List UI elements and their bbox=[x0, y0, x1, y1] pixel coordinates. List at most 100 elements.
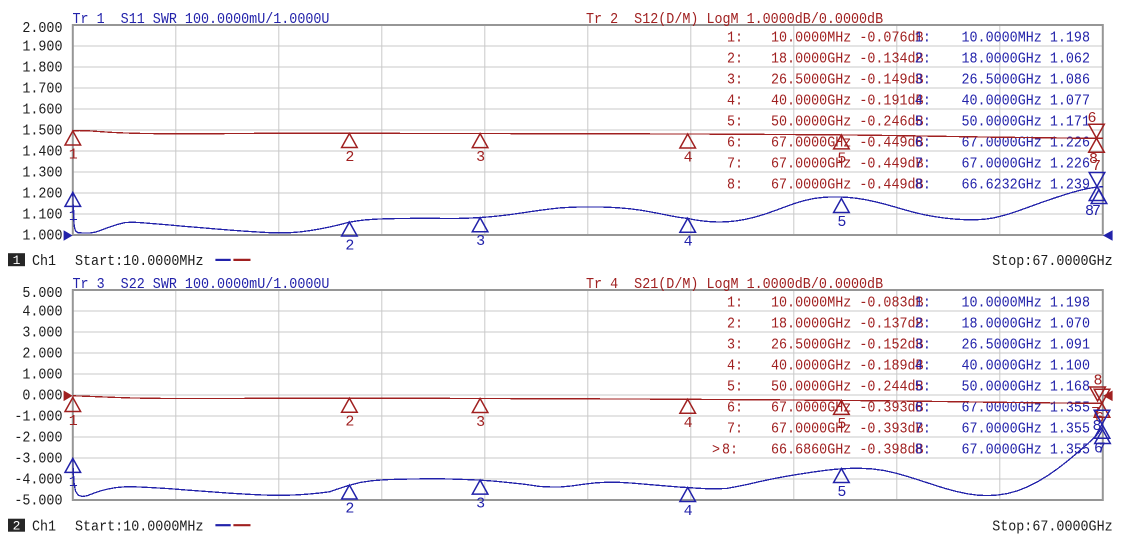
svg-text:6:: 6: bbox=[915, 400, 931, 417]
svg-text:10.0000MHz -0.076dB: 10.0000MHz -0.076dB bbox=[771, 30, 924, 47]
svg-text:1:: 1: bbox=[727, 30, 743, 47]
svg-text:66.6232GHz 1.239: 66.6232GHz 1.239 bbox=[962, 177, 1090, 194]
svg-text:-3.000: -3.000 bbox=[14, 451, 62, 468]
svg-text:5:: 5: bbox=[915, 379, 931, 396]
svg-text:6:: 6: bbox=[727, 135, 743, 152]
svg-text:10.0000MHz 1.198: 10.0000MHz 1.198 bbox=[962, 30, 1090, 47]
svg-text:40.0000GHz 1.077: 40.0000GHz 1.077 bbox=[962, 93, 1090, 110]
svg-text:67.0000GHz 1.226: 67.0000GHz 1.226 bbox=[962, 135, 1090, 152]
svg-text:8:: 8: bbox=[727, 177, 743, 194]
svg-text:Tr 1 S11 SWR 100.0000mU/1.000: Tr 1 S11 SWR 100.0000mU/1.0000U bbox=[73, 11, 330, 28]
svg-text:67.0000GHz 1.355: 67.0000GHz 1.355 bbox=[962, 442, 1090, 459]
svg-text:6: 6 bbox=[1094, 441, 1103, 458]
svg-text:2: 2 bbox=[345, 414, 354, 431]
svg-text:1.200: 1.200 bbox=[22, 186, 62, 203]
svg-text:Tr 4 S21(D/M) LogM 1.0000dB/0: Tr 4 S21(D/M) LogM 1.0000dB/0.0000dB bbox=[586, 276, 883, 293]
svg-text:0.000: 0.000 bbox=[22, 388, 62, 405]
svg-text:5:: 5: bbox=[727, 114, 743, 131]
svg-text:Ch1: Ch1 bbox=[32, 519, 56, 536]
svg-text:67.0000GHz 1.226: 67.0000GHz 1.226 bbox=[962, 156, 1090, 173]
svg-text:50.0000GHz -0.244dB: 50.0000GHz -0.244dB bbox=[771, 379, 924, 396]
svg-text:2: 2 bbox=[345, 149, 354, 166]
svg-text:67.0000GHz -0.393dB: 67.0000GHz -0.393dB bbox=[771, 400, 924, 417]
svg-text:7:: 7: bbox=[727, 421, 743, 438]
svg-text:67.0000GHz 1.355: 67.0000GHz 1.355 bbox=[962, 421, 1090, 438]
svg-text:6: 6 bbox=[1087, 110, 1096, 127]
svg-text:7: 7 bbox=[1092, 158, 1101, 175]
svg-text:2:: 2: bbox=[727, 51, 743, 68]
svg-text:18.0000GHz -0.134dB: 18.0000GHz -0.134dB bbox=[771, 51, 924, 68]
svg-text:18.0000GHz 1.062: 18.0000GHz 1.062 bbox=[962, 51, 1090, 68]
svg-text:1:: 1: bbox=[727, 295, 743, 312]
svg-text:1.800: 1.800 bbox=[22, 60, 62, 77]
svg-text:8: 8 bbox=[1089, 151, 1098, 168]
svg-text:1.300: 1.300 bbox=[22, 165, 62, 182]
svg-text:10.0000MHz -0.083dB: 10.0000MHz -0.083dB bbox=[771, 295, 924, 312]
svg-text:67.0000GHz -0.449dB: 67.0000GHz -0.449dB bbox=[771, 156, 924, 173]
svg-text:2: 2 bbox=[345, 501, 354, 518]
svg-text:2:: 2: bbox=[915, 316, 931, 333]
svg-text:3.000: 3.000 bbox=[22, 325, 62, 342]
svg-text:6:: 6: bbox=[727, 400, 743, 417]
svg-text:26.5000GHz 1.091: 26.5000GHz 1.091 bbox=[962, 337, 1090, 354]
svg-text:67.0000GHz 1.355: 67.0000GHz 1.355 bbox=[962, 400, 1090, 417]
svg-text:5.000: 5.000 bbox=[22, 285, 62, 302]
svg-text:50.0000GHz 1.171: 50.0000GHz 1.171 bbox=[962, 114, 1090, 131]
svg-text:6:: 6: bbox=[915, 135, 931, 152]
svg-text:8:: 8: bbox=[722, 442, 738, 459]
svg-text:Tr 2 S12(D/M) LogM 1.0000dB/0: Tr 2 S12(D/M) LogM 1.0000dB/0.0000dB bbox=[586, 11, 883, 28]
svg-text:Ch1: Ch1 bbox=[32, 253, 56, 270]
svg-text:67.0000GHz -0.449dB: 67.0000GHz -0.449dB bbox=[771, 177, 924, 194]
svg-text:4.000: 4.000 bbox=[22, 304, 62, 321]
svg-text:4:: 4: bbox=[727, 358, 743, 375]
svg-text:1: 1 bbox=[69, 474, 78, 491]
svg-text:2: 2 bbox=[13, 519, 21, 534]
svg-text:8:: 8: bbox=[915, 442, 931, 459]
svg-text:2.000: 2.000 bbox=[22, 20, 62, 37]
svg-text:-4.000: -4.000 bbox=[14, 472, 62, 489]
svg-text:2.000: 2.000 bbox=[22, 346, 62, 363]
svg-text:67.0000GHz -0.393dB: 67.0000GHz -0.393dB bbox=[771, 421, 924, 438]
svg-text:3: 3 bbox=[476, 149, 485, 166]
svg-text:-2.000: -2.000 bbox=[14, 430, 62, 447]
svg-text:8: 8 bbox=[1092, 418, 1101, 435]
svg-text:Start:10.0000MHz: Start:10.0000MHz bbox=[75, 253, 203, 270]
svg-text:4: 4 bbox=[684, 150, 693, 167]
svg-text:1: 1 bbox=[69, 413, 78, 430]
svg-text:4:: 4: bbox=[915, 358, 931, 375]
svg-text:2:: 2: bbox=[915, 51, 931, 68]
svg-text:5: 5 bbox=[837, 150, 846, 167]
svg-text:67.0000GHz -0.449dB: 67.0000GHz -0.449dB bbox=[771, 135, 924, 152]
svg-text:4:: 4: bbox=[915, 93, 931, 110]
svg-text:8: 8 bbox=[1093, 373, 1102, 390]
svg-text:>: > bbox=[712, 442, 720, 459]
svg-text:1:: 1: bbox=[915, 30, 931, 47]
svg-text:7:: 7: bbox=[915, 156, 931, 173]
svg-text:3:: 3: bbox=[915, 72, 931, 89]
svg-text:-5.000: -5.000 bbox=[14, 493, 62, 510]
svg-text:5: 5 bbox=[837, 214, 846, 231]
svg-text:40.0000GHz 1.100: 40.0000GHz 1.100 bbox=[962, 358, 1090, 375]
svg-text:50.0000GHz 1.168: 50.0000GHz 1.168 bbox=[962, 379, 1090, 396]
svg-text:5:: 5: bbox=[727, 379, 743, 396]
svg-text:3: 3 bbox=[476, 496, 485, 513]
svg-text:7: 7 bbox=[1092, 203, 1101, 220]
svg-text:1: 1 bbox=[69, 147, 78, 164]
svg-text:1.000: 1.000 bbox=[22, 228, 62, 245]
svg-text:1.900: 1.900 bbox=[22, 39, 62, 56]
svg-text:26.5000GHz -0.152dB: 26.5000GHz -0.152dB bbox=[771, 337, 924, 354]
svg-text:3:: 3: bbox=[727, 337, 743, 354]
svg-text:5:: 5: bbox=[915, 114, 931, 131]
svg-text:1.700: 1.700 bbox=[22, 81, 62, 98]
svg-text:40.0000GHz -0.189dB: 40.0000GHz -0.189dB bbox=[771, 358, 924, 375]
svg-text:1: 1 bbox=[69, 208, 78, 225]
svg-text:1.100: 1.100 bbox=[22, 207, 62, 224]
svg-text:Stop:67.0000GHz: Stop:67.0000GHz bbox=[992, 519, 1112, 536]
svg-text:5: 5 bbox=[837, 484, 846, 501]
svg-text:1.400: 1.400 bbox=[22, 144, 62, 161]
svg-text:3: 3 bbox=[476, 414, 485, 431]
svg-text:4: 4 bbox=[684, 503, 693, 520]
svg-text:8:: 8: bbox=[915, 177, 931, 194]
svg-text:1:: 1: bbox=[915, 295, 931, 312]
svg-text:18.0000GHz 1.070: 18.0000GHz 1.070 bbox=[962, 316, 1090, 333]
